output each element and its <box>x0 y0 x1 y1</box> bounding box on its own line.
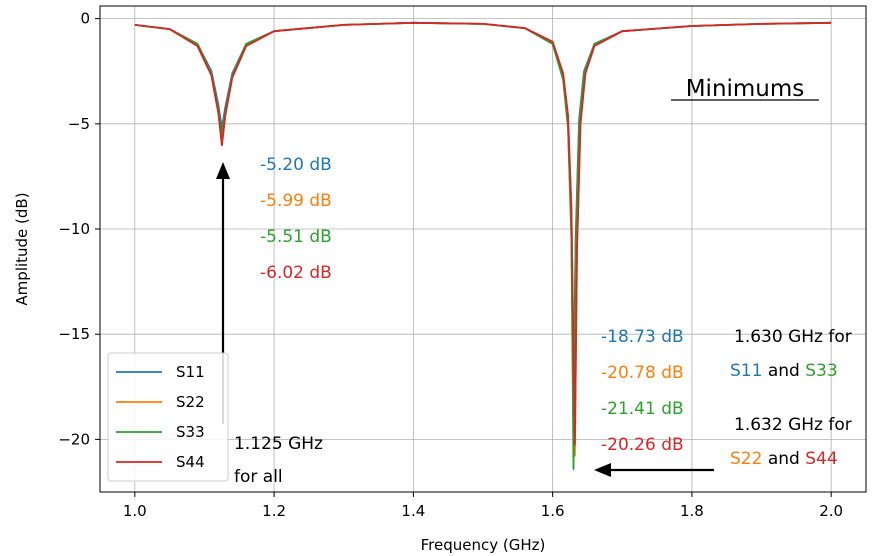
y-tick-label: −20 <box>58 430 90 448</box>
x-tick-label: 1.0 <box>123 502 147 520</box>
x-tick-label: 2.0 <box>819 502 843 520</box>
x-tick-label: 1.2 <box>262 502 286 520</box>
first-min-value: -5.20 dB <box>260 155 332 175</box>
x-tick-label: 1.8 <box>680 502 704 520</box>
arrow-left <box>594 463 714 477</box>
y-tick-label: −10 <box>58 220 90 238</box>
freq-b-and: and <box>762 449 805 469</box>
first-freq-line1: 1.125 GHz <box>234 434 323 454</box>
freq-b-s2: S44 <box>805 449 837 469</box>
first-min-value: -5.51 dB <box>260 227 332 247</box>
y-tick-label: −5 <box>68 115 90 133</box>
second-min-values: -18.73 dB -20.78 dB -21.41 dB -20.26 dB <box>601 327 684 455</box>
freq-a-and: and <box>762 361 805 381</box>
freq-b-line1: 1.632 GHz for <box>734 415 852 435</box>
minimums-heading: Minimums <box>686 76 805 102</box>
legend-label-s33: S33 <box>176 423 205 441</box>
x-tick-label: 1.4 <box>401 502 425 520</box>
freq-a-s2: S33 <box>805 361 837 381</box>
second-min-value: -18.73 dB <box>601 327 684 347</box>
first-min-value: -6.02 dB <box>260 263 332 283</box>
freq-a-line1: 1.630 GHz for <box>734 327 852 347</box>
series-line-s44 <box>134 21 832 446</box>
freq-b-line2: S22 and S44 <box>730 449 838 469</box>
series-lines <box>134 21 832 471</box>
freq-a-line2: S11 and S33 <box>730 361 838 381</box>
first-min-value: -5.99 dB <box>260 191 332 211</box>
y-tick-label: 0 <box>80 10 90 28</box>
plot-frame <box>99 5 867 493</box>
legend-box <box>107 352 229 482</box>
legend-label-s11: S11 <box>176 363 205 381</box>
axis-ticks: 1.0 1.2 1.4 1.6 1.8 2.0 0 −5 −10 −15 −20 <box>58 10 843 520</box>
second-min-value: -21.41 dB <box>601 399 684 419</box>
y-tick-label: −15 <box>58 325 90 343</box>
x-tick-label: 1.6 <box>541 502 565 520</box>
x-axis-label: Frequency (GHz) <box>421 536 546 554</box>
legend-label-s44: S44 <box>176 453 205 471</box>
second-min-value: -20.78 dB <box>601 363 684 383</box>
freq-b-s1: S22 <box>730 449 762 469</box>
y-axis-label: Amplitude (dB) <box>13 192 31 305</box>
first-freq-line2: for all <box>234 467 283 487</box>
first-min-values: -5.20 dB -5.99 dB -5.51 dB -6.02 dB <box>260 155 332 283</box>
legend: S11 S22 S33 S44 <box>107 352 229 482</box>
freq-a-s1: S11 <box>730 361 762 381</box>
legend-label-s22: S22 <box>176 393 205 411</box>
second-min-value: -20.26 dB <box>601 435 684 455</box>
